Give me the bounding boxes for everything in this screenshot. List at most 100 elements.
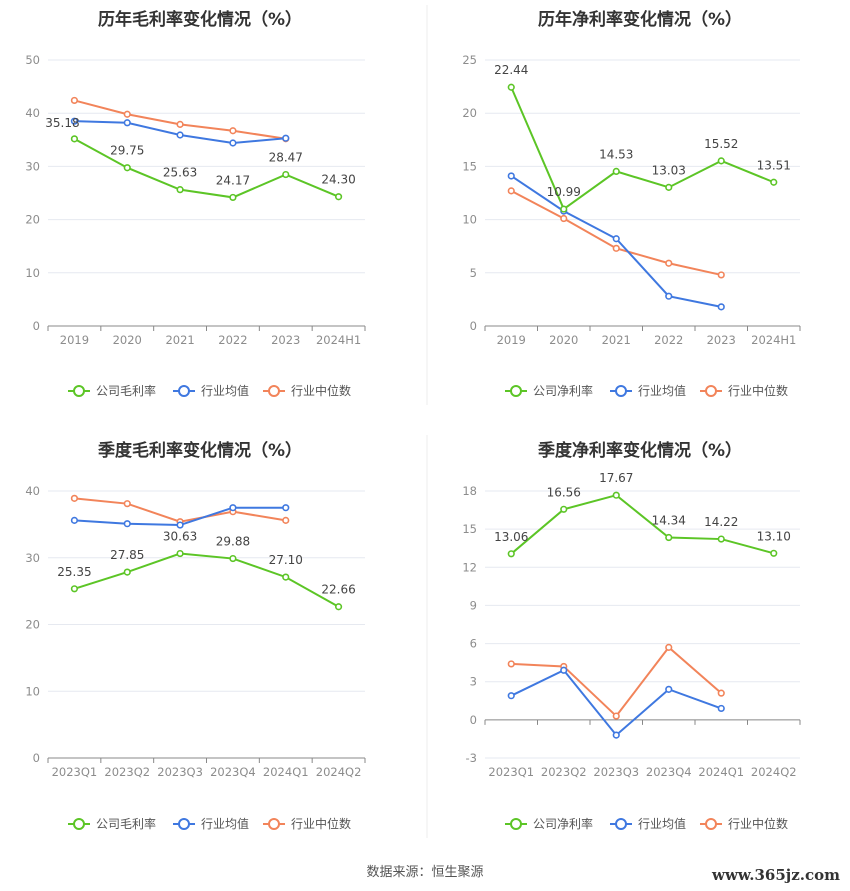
- y-tick-label: 0: [470, 713, 477, 727]
- data-label: 15.52: [704, 137, 738, 151]
- data-label: 22.44: [494, 63, 528, 77]
- series-line-median: [510, 189, 722, 276]
- data-point-median: [717, 271, 725, 279]
- data-point-company: [560, 205, 568, 213]
- legend-label: 公司净利率: [533, 383, 593, 398]
- data-point-avg: [665, 685, 673, 693]
- data-label: 10.99: [547, 185, 581, 199]
- x-tick-label: 2024Q2: [751, 765, 797, 779]
- data-label: 14.22: [704, 515, 738, 529]
- legend-item-median: 行业中位数: [700, 383, 788, 398]
- data-point-avg: [507, 172, 515, 180]
- series-line-company: [73, 137, 339, 199]
- data-point-avg: [176, 131, 184, 139]
- data-source-note: 数据来源：恒生聚源: [366, 865, 484, 880]
- y-tick-label: 0: [33, 751, 40, 765]
- data-point-company: [176, 186, 184, 194]
- data-point-median: [70, 96, 79, 105]
- data-label: 29.88: [216, 535, 250, 549]
- data-point-avg: [560, 666, 568, 674]
- data-label: 25.35: [57, 565, 91, 579]
- legend-item-avg: 行业均值: [610, 816, 686, 831]
- data-point-company: [229, 554, 237, 563]
- y-tick-label: 15: [462, 159, 477, 173]
- y-tick-label: 15: [462, 522, 477, 536]
- data-label: 22.66: [321, 583, 355, 597]
- y-tick-label: 3: [470, 675, 477, 689]
- data-point-median: [123, 110, 131, 118]
- data-label: 13.03: [652, 163, 686, 177]
- y-tick-label: 10: [462, 213, 477, 227]
- legend-swatch-marker: [510, 818, 522, 830]
- chart-panel-3: 季度毛利率变化情况（%） 0 10 20 30 40 2023Q1 2023Q2 2023Q3 2…: [25, 440, 366, 831]
- data-point-company: [770, 549, 778, 557]
- legend-item-company: 公司净利率: [505, 383, 593, 398]
- x-tick-label: 2020: [549, 333, 578, 347]
- legend-swatch-marker: [178, 385, 190, 397]
- legend-item-median: 行业中位数: [263, 816, 351, 831]
- legend-label: 行业均值: [201, 383, 249, 398]
- data-point-company: [334, 193, 343, 201]
- chart-title: 历年毛利率变化情况（%）: [98, 9, 302, 30]
- x-tick-label: 2023Q2: [541, 765, 587, 779]
- y-tick-label: 12: [462, 560, 477, 574]
- x-tick-label: 2021: [165, 333, 194, 347]
- data-point-avg: [70, 516, 79, 524]
- legend-item-company: 公司毛利率: [68, 383, 156, 398]
- x-tick-label: 2023Q2: [104, 765, 150, 779]
- legend-label: 公司净利率: [533, 816, 593, 831]
- data-label: 13.10: [757, 529, 791, 543]
- x-tick-label: 2024Q1: [263, 765, 309, 779]
- x-tick-label: 2022: [218, 333, 247, 347]
- x-tick-label: 2022: [654, 333, 683, 347]
- data-point-avg: [123, 119, 131, 127]
- chart-title: 季度毛利率变化情况（%）: [98, 440, 302, 461]
- y-tick-label: 30: [25, 551, 40, 565]
- x-tick-label: 2020: [113, 333, 142, 347]
- data-point-avg: [176, 521, 184, 529]
- data-point-median: [282, 516, 290, 524]
- data-point-median: [560, 214, 568, 223]
- legend-item-median: 行业中位数: [263, 383, 351, 398]
- y-tick-label: 10: [25, 684, 40, 698]
- data-label: 27.85: [110, 548, 144, 562]
- data-point-median: [612, 244, 620, 252]
- legend-item-median: 行业中位数: [700, 816, 788, 831]
- data-point-company: [334, 603, 343, 611]
- data-point-company: [612, 491, 620, 499]
- data-point-avg: [229, 139, 237, 147]
- legend-swatch-marker: [705, 385, 717, 397]
- data-label: 16.56: [547, 485, 581, 499]
- series-line-avg: [510, 669, 722, 737]
- data-point-company: [282, 573, 290, 581]
- data-point-company: [229, 193, 237, 202]
- y-tick-label: 18: [462, 484, 477, 498]
- data-point-avg: [612, 731, 620, 739]
- legend-label: 行业均值: [201, 816, 249, 831]
- data-point-median: [717, 689, 725, 697]
- watermark-text: www.365jz.com: [712, 866, 840, 884]
- legend-item-company: 公司毛利率: [68, 816, 156, 831]
- legend-swatch-marker: [510, 385, 522, 397]
- data-point-company: [70, 135, 79, 143]
- data-point-median: [612, 712, 620, 720]
- series-line-company: [74, 552, 340, 608]
- data-point-company: [176, 549, 184, 558]
- data-label: 35.18: [45, 116, 79, 130]
- y-tick-label: -3: [466, 751, 477, 765]
- x-tick-label: 2024Q1: [698, 765, 744, 779]
- y-tick-label: 50: [25, 53, 40, 67]
- y-tick-label: 9: [470, 598, 477, 612]
- y-tick-label: 40: [25, 484, 40, 498]
- legend-swatch-marker: [178, 818, 190, 830]
- data-label: 30.63: [163, 530, 197, 544]
- x-tick-label: 2023: [271, 333, 300, 347]
- x-tick-label: 2021: [602, 333, 631, 347]
- data-point-median: [665, 259, 673, 267]
- x-tick-label: 2019: [60, 333, 89, 347]
- y-tick-label: 20: [25, 213, 40, 227]
- x-tick-label: 2023Q4: [210, 765, 256, 779]
- legend-item-company: 公司净利率: [505, 816, 593, 831]
- data-point-company: [665, 183, 673, 191]
